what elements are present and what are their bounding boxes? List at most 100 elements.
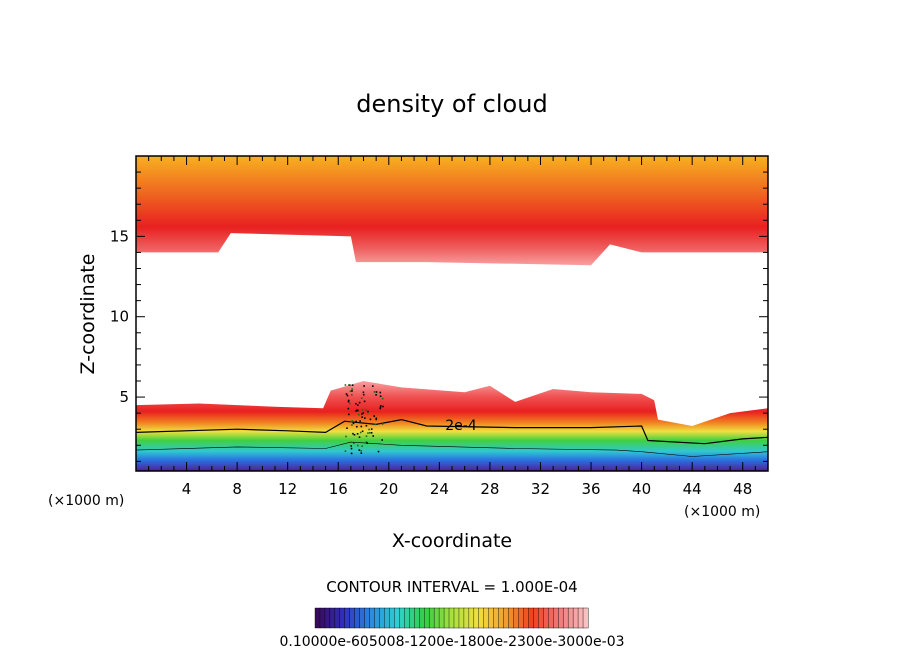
colorbar-cell (508, 607, 515, 629)
colorbar-cell (577, 607, 584, 629)
noise-speck (351, 394, 353, 396)
colorbar-cell (448, 607, 455, 629)
y-axis-title: Z-coordinate (77, 254, 99, 375)
colorbar-cell (533, 607, 539, 629)
x-tick-label: 8 (232, 480, 242, 498)
noise-speck (365, 409, 367, 411)
colorbar-cell (419, 607, 425, 629)
noise-speck (347, 399, 350, 402)
noise-speck (367, 432, 369, 434)
noise-speck (348, 384, 350, 386)
chart-title: density of cloud (356, 90, 547, 118)
colorbar-cell (404, 607, 410, 629)
noise-speck (377, 450, 380, 453)
noise-speck (347, 407, 350, 410)
colorbar-cell (463, 607, 470, 629)
noise-speck (357, 404, 359, 406)
noise-speck (379, 391, 382, 394)
x-tick-label: 44 (683, 480, 702, 498)
noise-speck (353, 434, 356, 436)
x-axis-title: X-coordinate (392, 530, 512, 552)
contour-line (135, 418, 769, 445)
noise-speck (350, 447, 353, 450)
contour-label: 2e-4 (445, 418, 477, 434)
colorbar-cell (334, 607, 341, 629)
noise-speck (351, 384, 354, 386)
noise-speck (351, 388, 353, 390)
x-tick-label: 40 (632, 480, 651, 498)
x-tick-label: 20 (379, 480, 398, 498)
noise-speck (352, 432, 354, 435)
colorbar-cell (339, 607, 346, 629)
noise-speck (358, 401, 361, 404)
noise-speck (345, 393, 348, 395)
noise-speck (346, 394, 349, 397)
noise-speck (375, 391, 378, 393)
noise-speck (350, 445, 352, 447)
noise-speck (360, 397, 363, 399)
colorbar-cell (324, 607, 331, 629)
y-tick-label: 15 (110, 227, 129, 245)
colorbar-cell (543, 607, 549, 629)
noise-speck (361, 430, 364, 433)
colorbar-cell (493, 607, 500, 629)
noise-speck (350, 420, 352, 423)
noise-speck (356, 425, 358, 428)
colorbar-cell (528, 607, 534, 629)
colorbar-cell (394, 607, 400, 629)
noise-speck (355, 420, 357, 423)
noise-speck (355, 410, 357, 412)
x-tick-label: 48 (733, 480, 752, 498)
noise-speck (372, 435, 374, 437)
noise-speck (358, 413, 360, 416)
colorbar-cell (473, 607, 480, 629)
noise-speck (370, 428, 373, 430)
colorbar (314, 607, 589, 629)
colorbar-cell (369, 607, 376, 629)
colorbar-cell (523, 607, 529, 629)
noise-speck (381, 397, 384, 400)
noise-speck (366, 442, 368, 444)
noise-speck (379, 395, 382, 397)
noise-speck (346, 427, 348, 429)
x-unit-left: (×1000 m) (48, 493, 124, 509)
noise-speck (351, 390, 353, 392)
noise-speck (344, 450, 347, 452)
colorbar-cell (314, 607, 321, 629)
noise-speck (381, 439, 383, 441)
colorbar-cell (359, 607, 366, 629)
colorbar-cell (433, 607, 440, 629)
colorbar-cell (572, 607, 579, 629)
noise-speck (347, 400, 350, 403)
noise-speck (368, 428, 370, 431)
noise-speck (349, 402, 351, 405)
noise-speck (361, 408, 364, 411)
x-tick-label: 24 (430, 480, 449, 498)
noise-speck (349, 390, 352, 393)
noise-speck (351, 420, 354, 422)
noise-speck (369, 432, 371, 434)
colorbar-cell (389, 607, 395, 629)
colorbar-labels: 0.10000e-605008-1200e-1800e-2300e-3000e-… (279, 634, 624, 650)
colorbar-cell (443, 607, 450, 629)
colorbar-cell (379, 607, 385, 629)
colorbar-cell (538, 607, 544, 629)
colorbar-cell (582, 607, 589, 629)
x-unit-right: (×1000 m) (684, 504, 760, 520)
noise-speck (351, 424, 353, 426)
noise-speck (382, 405, 384, 408)
colorbar-cell (384, 607, 390, 629)
colorbar-cell (319, 607, 326, 629)
noise-speck (360, 452, 363, 454)
contour-line-lower (135, 441, 769, 457)
colorbar-cell (478, 607, 485, 629)
noise-speck (361, 413, 363, 415)
noise-speck (367, 411, 369, 414)
noise-speck (359, 431, 362, 434)
colorbar-cell (349, 607, 356, 629)
colorbar-cell (409, 607, 415, 629)
colorbar-cell (498, 607, 505, 629)
noise-speck (370, 432, 373, 434)
